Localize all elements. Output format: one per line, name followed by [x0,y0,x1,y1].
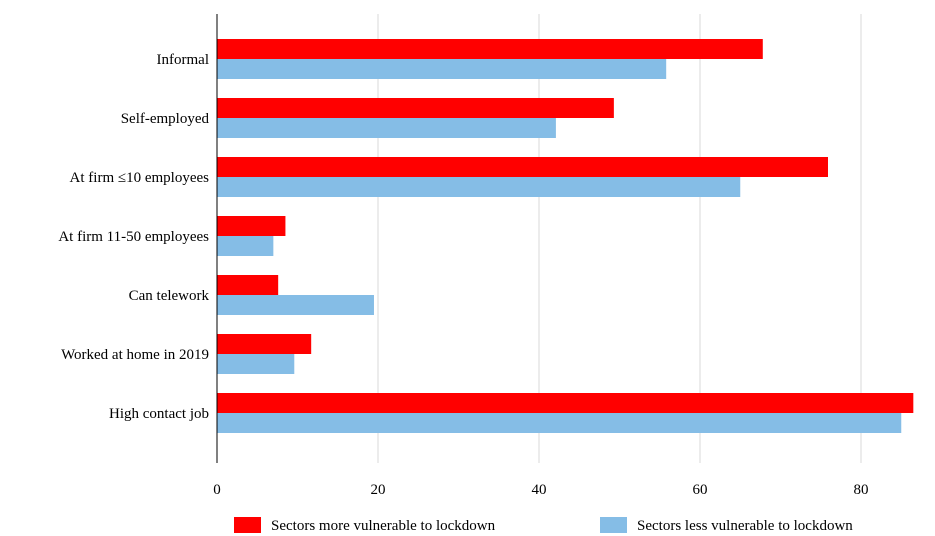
category-label: High contact job [109,406,209,422]
bar-less-0 [217,59,667,79]
category-label: At firm 11-50 employees [58,229,209,245]
x-tick-label: 40 [532,482,547,498]
bar-less-3 [217,236,274,256]
category-label: At firm ≤10 employees [70,170,210,186]
x-tick-label: 0 [213,482,221,498]
bar-more-0 [217,39,763,59]
x-axis-ticks: 0 20 40 60 80 [213,482,868,498]
category-label: Self-employed [121,111,210,127]
bar-less-5 [217,354,295,374]
bar-less-2 [217,177,741,197]
legend-swatch-more [234,517,261,533]
bar-more-4 [217,275,279,295]
x-tick-label: 80 [854,482,869,498]
bar-more-6 [217,393,914,413]
legend: Sectors more vulnerable to lockdown Secto… [234,517,853,534]
bar-more-3 [217,216,286,236]
legend-label-more: Sectors more vulnerable to lockdown [271,518,496,534]
category-labels: Informal Self-employed At firm ≤10 employe… [58,52,209,422]
gridlines [377,14,862,463]
legend-swatch-less [600,517,627,533]
bar-more-5 [217,334,312,354]
x-tick-label: 60 [693,482,708,498]
category-label: Informal [157,52,209,68]
bar-less-1 [217,118,556,138]
category-label: Worked at home in 2019 [61,347,209,363]
x-tick-label: 20 [371,482,386,498]
legend-label-less: Sectors less vulnerable to lockdown [637,518,853,534]
bar-more-2 [217,157,828,177]
bars [217,39,914,433]
bar-less-4 [217,295,374,315]
bar-more-1 [217,98,614,118]
category-label: Can telework [129,288,210,304]
bar-less-6 [217,413,902,433]
